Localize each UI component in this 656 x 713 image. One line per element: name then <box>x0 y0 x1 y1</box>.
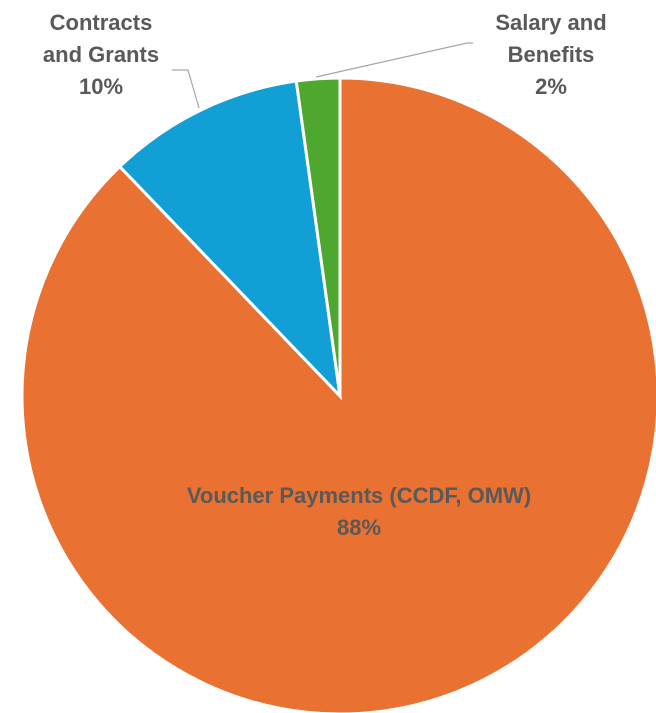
slice-name-line-contracts: Contracts <box>50 10 153 35</box>
leader-line-salary <box>315 42 473 78</box>
slice-name-line-contracts: and Grants <box>43 42 159 67</box>
slice-name-line-salary: Benefits <box>508 42 595 67</box>
leader-lines <box>172 42 473 109</box>
slice-name-line-salary: Salary and <box>495 10 606 35</box>
slice-percent-contracts: 10% <box>79 74 123 99</box>
slice-label-contracts: Contracts and Grants 10% <box>43 10 159 99</box>
leader-line-contracts <box>172 69 200 109</box>
slice-percent-salary: 2% <box>535 74 567 99</box>
pie-slice-salary <box>294 76 342 397</box>
slice-name-line-voucher: Voucher Payments (CCDF, OMW) <box>187 483 531 508</box>
slice-label-voucher: Voucher Payments (CCDF, OMW) 88% <box>187 483 531 540</box>
slice-label-salary: Salary and Benefits 2% <box>495 10 606 99</box>
pie-slices <box>20 76 656 713</box>
slice-percent-voucher: 88% <box>337 515 381 540</box>
pie-slice-contracts <box>117 79 343 401</box>
slice-labels: Voucher Payments (CCDF, OMW) 88% Contracts… <box>43 10 607 540</box>
